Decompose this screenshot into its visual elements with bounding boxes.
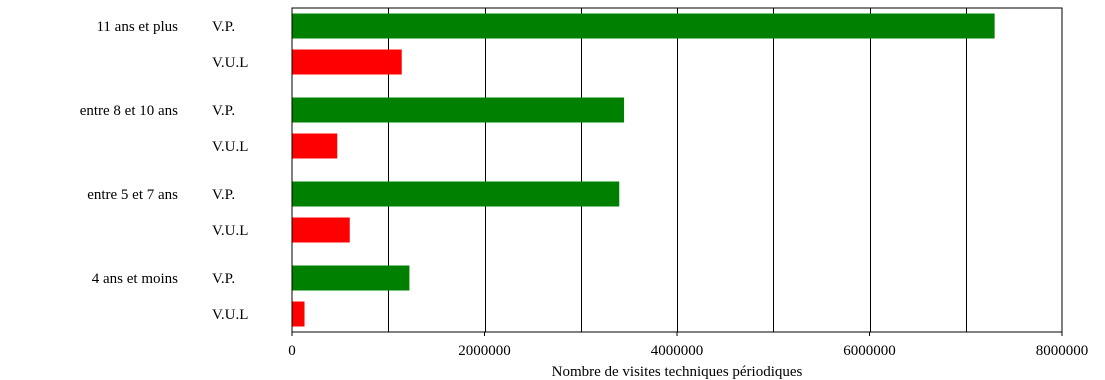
category-label: entre 5 et 7 ans — [87, 187, 178, 203]
category-label: 4 ans et moins — [92, 271, 178, 287]
bar-vul — [292, 301, 305, 327]
series-label: V.P. — [212, 19, 235, 35]
series-label: V.U.L — [212, 223, 248, 239]
series-label: V.P. — [212, 271, 235, 287]
series-label: V.U.L — [212, 55, 248, 71]
bar-vp — [292, 181, 620, 207]
category-label: entre 8 et 10 ans — [80, 103, 178, 119]
series-label: V.U.L — [212, 139, 248, 155]
x-tick-label: 0 — [288, 343, 296, 359]
bar-vul — [292, 217, 350, 243]
bar-vp — [292, 265, 410, 291]
category-label: 11 ans et plus — [96, 19, 178, 35]
category-labels: 11 ans et plus V.P. V.U.L entre 8 et 10 ans… — [80, 19, 249, 323]
bar-vp — [292, 13, 995, 39]
series-label: V.U.L — [212, 307, 248, 323]
series-label: V.P. — [212, 103, 235, 119]
x-tick-label: 2000000 — [458, 343, 511, 359]
bar-vul — [292, 49, 402, 75]
x-tick-label: 6000000 — [843, 343, 896, 359]
x-tick-label: 4000000 — [651, 343, 704, 359]
bar-vul — [292, 133, 338, 159]
bar-vp — [292, 97, 625, 123]
grid-lines — [388, 8, 967, 332]
x-tick-label: 8000000 — [1036, 343, 1089, 359]
series-label: V.P. — [212, 187, 235, 203]
x-axis-title: Nombre de visites techniques périodiques — [552, 364, 803, 380]
bars — [292, 13, 995, 327]
x-axis-ticks: 0 2000000 4000000 6000000 8000000 — [288, 332, 1088, 359]
